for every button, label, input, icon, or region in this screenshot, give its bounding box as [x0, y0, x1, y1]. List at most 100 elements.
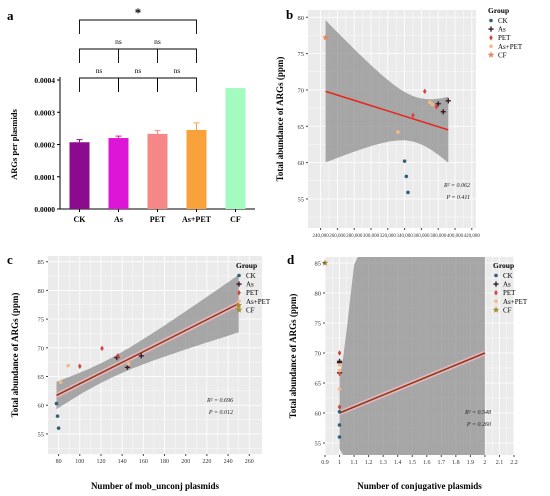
legend-label: CK	[246, 272, 256, 280]
legend-title: Group	[488, 6, 509, 15]
legend-marker	[494, 289, 498, 296]
x-tick-label: 2.1	[496, 460, 504, 466]
legend-label: CK	[503, 272, 513, 280]
x-tick-label: 1.2	[365, 460, 373, 466]
legend-marker	[492, 306, 500, 313]
x-tick-label: 1.8	[452, 460, 460, 466]
data-point	[235, 301, 243, 309]
y-tick-label: 60	[38, 403, 45, 410]
significance-bracket	[118, 77, 158, 92]
x-tick-label: 280,000	[346, 234, 363, 239]
y-tick-label: 55	[315, 441, 322, 448]
data-point	[404, 174, 409, 179]
x-tick-label: 1	[338, 460, 341, 466]
confidence-band	[56, 274, 239, 410]
x-tick-label: 260,000	[329, 234, 346, 239]
data-point	[445, 98, 451, 104]
x-axis-label: Number of mob_unconj plasmids	[91, 481, 220, 491]
x-tick-label: 340,000	[396, 234, 413, 239]
legend-marker	[237, 289, 241, 296]
stat-annotation: R² = 0.696	[206, 398, 233, 404]
data-point	[406, 190, 410, 195]
legend-marker	[489, 44, 493, 49]
y-tick-label: 0.0002	[34, 141, 55, 150]
y-axis-label: ARGs per plasmids	[9, 108, 19, 179]
x-tick-label: 400,000	[447, 234, 464, 239]
legend-marker	[235, 306, 243, 313]
data-point	[337, 387, 342, 391]
x-tick-label: 320,000	[380, 234, 397, 239]
y-tick-label: 75	[38, 317, 45, 324]
x-tick-label: CK	[74, 215, 87, 224]
legend-label: As	[246, 281, 254, 289]
y-tick-label: 0.0003	[34, 108, 55, 117]
data-point	[100, 345, 104, 352]
x-tick-label: 100	[75, 459, 84, 465]
panel-b: b 55 60 65 70 75 80 240,000 260,000 280,000 300,00…	[275, 6, 523, 266]
panel-c: c 55 60 65 70 75 80 85 80 100 120 140 160 180 200 220 24…	[7, 252, 271, 491]
legend-label: PET	[498, 34, 511, 42]
x-tick-label: 300,000	[363, 234, 380, 239]
y-tick-label: 60	[315, 411, 322, 418]
panel-letter: c	[7, 252, 13, 267]
stat-annotation: R² = 0.548	[464, 409, 491, 416]
data-point	[402, 159, 407, 163]
y-tick-label: 80	[298, 15, 305, 22]
y-tick-label: 55	[298, 196, 305, 203]
y-tick-label: 0.0000	[34, 205, 55, 214]
panel-d: d 55 60 65 70 75 80 85 0.9 1 1.1 1.2 1.3 1.4 1.5 1.6 1.7…	[287, 252, 528, 491]
stat-annotation: P = 0.411	[445, 194, 470, 201]
x-tick-label: As	[114, 215, 123, 224]
x-tick-label: 200	[181, 459, 190, 465]
x-tick-label: 420,000	[464, 234, 481, 239]
significance-bracket	[118, 48, 197, 63]
bar	[108, 138, 129, 209]
x-tick-label: PET	[150, 215, 166, 224]
x-tick-label: 1.5	[408, 460, 416, 466]
x-tick-label: 1.6	[423, 460, 431, 466]
legend-label: CF	[246, 306, 255, 314]
legend-label: As	[498, 26, 506, 34]
panel-letter: a	[7, 8, 14, 23]
legend-label: CF	[503, 306, 512, 314]
y-axis-label: Total abundance of ARGs (ppm)	[275, 57, 285, 182]
significance-label: ns	[115, 37, 122, 46]
x-tick-label: 140	[118, 459, 127, 465]
y-tick-label: 65	[38, 374, 45, 381]
y-tick-label: 80	[315, 291, 322, 298]
data-point	[337, 368, 342, 373]
data-point	[336, 358, 343, 364]
legend-label: CK	[498, 17, 508, 25]
x-tick-label: 260	[245, 459, 254, 465]
x-tick-label: 360,000	[413, 234, 430, 239]
y-tick-label: 60	[298, 160, 305, 167]
legend-marker	[488, 26, 494, 32]
legend-marker	[494, 299, 498, 304]
significance-bracket	[79, 19, 197, 34]
data-point	[337, 370, 342, 377]
significance-label: ns	[135, 66, 142, 75]
data-point	[77, 363, 82, 369]
legend-label: PET	[503, 289, 516, 297]
significance-label: ns	[174, 66, 181, 75]
data-point	[116, 353, 120, 359]
x-tick-label: As+PET	[182, 215, 212, 224]
data-point	[337, 423, 342, 427]
y-tick-label: 70	[315, 351, 322, 358]
legend-marker	[237, 273, 241, 278]
data-point	[337, 404, 342, 410]
y-tick-label: 0.0004	[34, 76, 55, 85]
y-tick-label: 0.0001	[34, 173, 55, 182]
x-tick-label: 240,000	[312, 234, 329, 239]
significance-label: ns	[96, 66, 103, 75]
stat-annotation: R² = 0.062	[443, 183, 470, 189]
x-tick-label: 1.7	[438, 460, 446, 466]
confidence-band	[325, 20, 449, 163]
x-tick-label: 1.1	[350, 460, 358, 466]
y-axis-label: Total abundance of ARGs (ppm)	[288, 294, 298, 419]
x-tick-label: 1.3	[379, 460, 387, 466]
